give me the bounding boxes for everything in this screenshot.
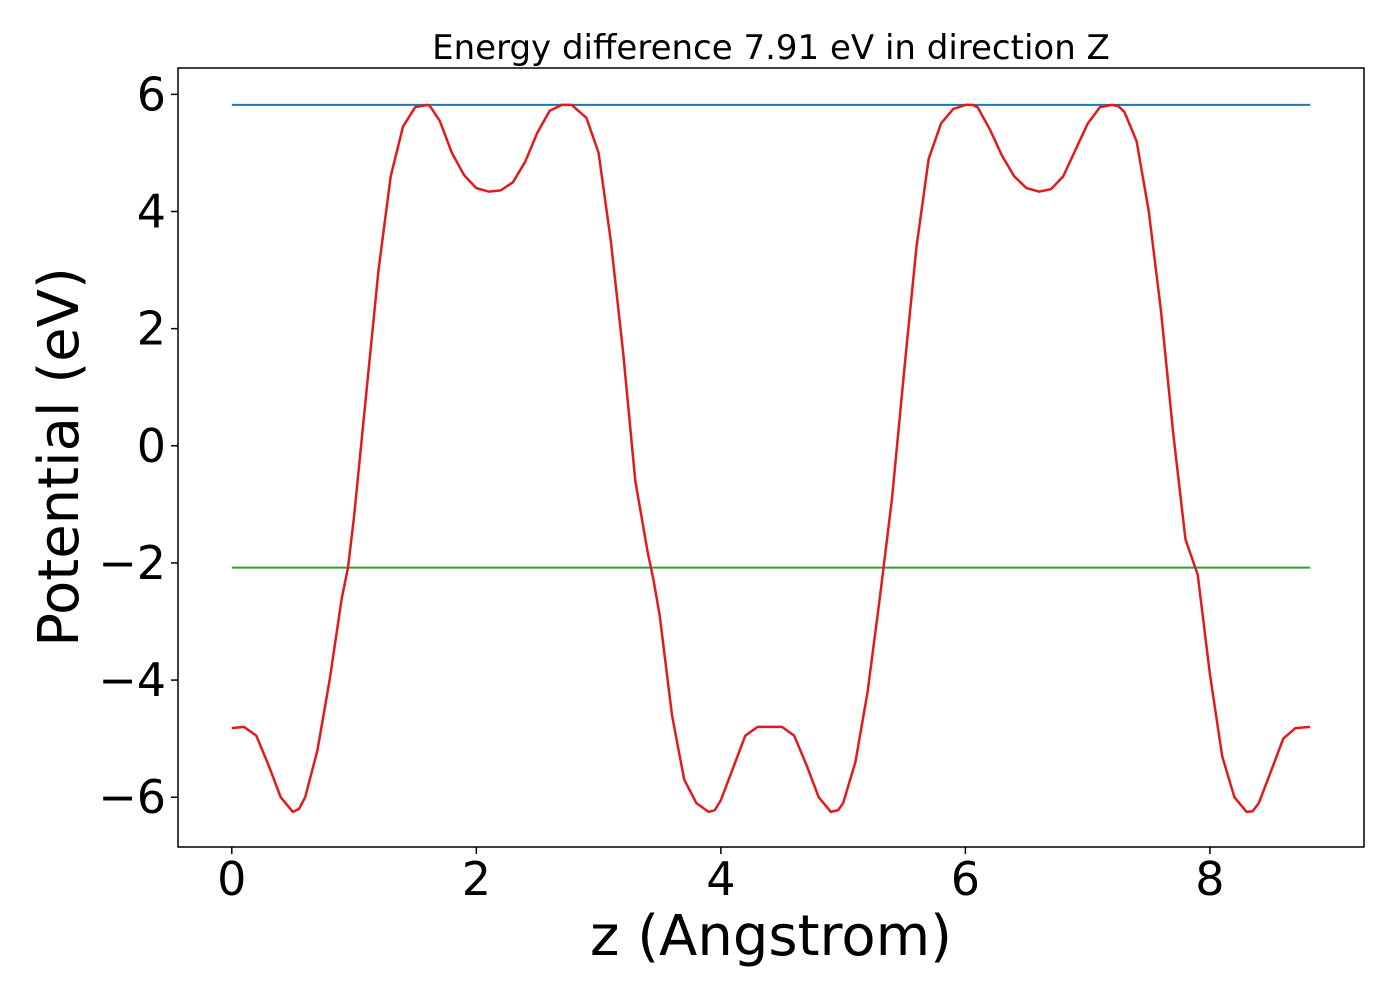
y-axis-label: Potential (eV)	[27, 267, 92, 647]
y-tick-label: 4	[137, 185, 166, 239]
y-tick-label: 0	[137, 419, 166, 473]
x-tick-label: 0	[217, 852, 246, 906]
ticks-layer: 0 2 4 6 8 −6 −4 −2 0 2 4 6	[98, 67, 1224, 906]
x-tick-label: 6	[951, 852, 980, 906]
y-tick-label: −2	[98, 536, 166, 590]
x-tick-label: 4	[706, 852, 735, 906]
series-line-2	[231, 103, 1311, 814]
y-tick-label: 2	[137, 302, 166, 356]
x-axis-label: z (Angstrom)	[590, 904, 952, 969]
chart-title: Energy difference 7.91 eV in direction Z	[432, 28, 1110, 68]
plot-frame	[177, 67, 1365, 848]
y-tick-label: −6	[98, 770, 166, 824]
series-layer	[231, 103, 1311, 814]
y-tick-label: −4	[98, 653, 166, 707]
x-tick-label: 2	[462, 852, 491, 906]
x-tick-label: 8	[1195, 852, 1224, 906]
y-tick-label: 6	[137, 67, 166, 121]
